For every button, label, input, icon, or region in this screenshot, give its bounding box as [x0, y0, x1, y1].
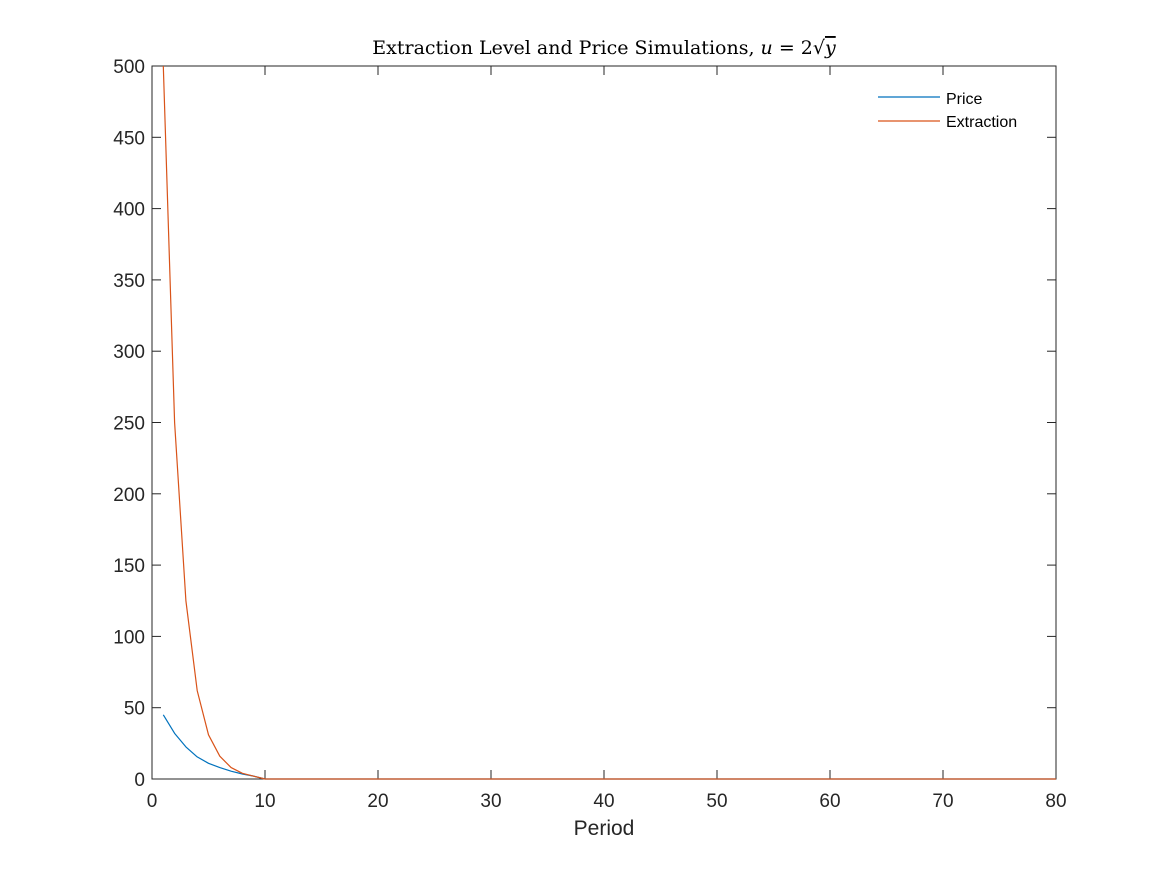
series-lines: [162, 65, 1056, 780]
x-tick-label: 0: [147, 791, 158, 812]
x-tick-label: 10: [254, 791, 275, 812]
y-tick-label: 250: [113, 414, 145, 435]
y-tick-label: 150: [113, 556, 145, 577]
x-axis-label: Period: [574, 817, 635, 840]
y-tick-label: 100: [113, 627, 145, 648]
x-tick-label: 70: [932, 791, 953, 812]
axis-ticks: [151, 65, 1057, 780]
x-tick-label: 50: [706, 791, 727, 812]
title-math-sqrt: √: [813, 37, 826, 59]
y-tick-label: 0: [134, 770, 145, 791]
tick-labels: 0 10 20 30 40 50 60 70 80 0 50 100 150 200 250 300 350 40…: [113, 57, 1066, 812]
legend-label-extraction: Extraction: [946, 114, 1017, 131]
chart-title: Extraction Level and Price Simulations, …: [372, 37, 836, 59]
y-tick-label: 400: [113, 200, 145, 221]
title-math-radicand: y: [824, 37, 836, 59]
title-math-eq: = 2: [773, 37, 813, 59]
legend: Price Extraction: [866, 84, 1046, 136]
y-tick-label: 50: [124, 699, 145, 720]
x-tick-label: 20: [367, 791, 388, 812]
x-tick-label: 30: [480, 791, 501, 812]
series-line-extraction: [162, 65, 1056, 780]
y-tick-label: 200: [113, 485, 145, 506]
legend-box: [866, 84, 1046, 136]
y-tick-label: 500: [113, 57, 145, 78]
x-tick-label: 60: [819, 791, 840, 812]
x-tick-label: 40: [593, 791, 614, 812]
y-tick-label: 300: [113, 342, 145, 363]
y-tick-label: 450: [113, 128, 145, 149]
x-tick-label: 80: [1045, 791, 1066, 812]
legend-label-price: Price: [946, 91, 983, 108]
plot-area: [151, 65, 1057, 780]
title-math-var: u: [761, 37, 773, 59]
title-text: Extraction Level and Price Simulations,: [372, 37, 760, 59]
y-tick-label: 350: [113, 271, 145, 292]
